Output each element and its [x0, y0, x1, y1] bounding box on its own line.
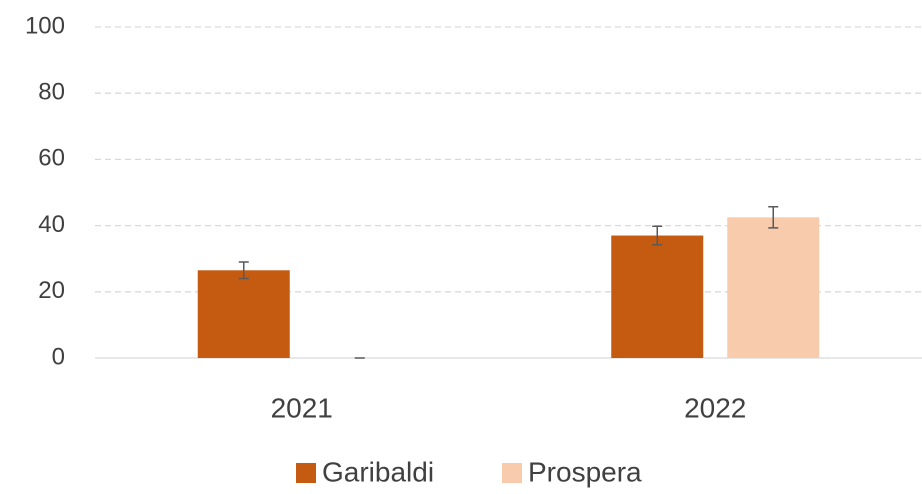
- error-bar: [652, 225, 663, 246]
- bar: [197, 270, 290, 358]
- y-tick-label: 80: [38, 79, 65, 106]
- legend-swatch: [502, 463, 522, 483]
- y-tick-label: 100: [25, 12, 65, 39]
- legend-swatch: [296, 463, 316, 483]
- y-tick-label: 20: [38, 277, 65, 304]
- error-bar: [238, 261, 249, 280]
- y-tick-label: 0: [52, 343, 65, 370]
- x-tick-label: 2022: [684, 392, 746, 423]
- y-tick-label: 40: [38, 211, 65, 238]
- legend-label: Garibaldi: [322, 456, 434, 487]
- bar: [727, 217, 820, 358]
- error-bar: [768, 205, 779, 229]
- x-tick-label: 2021: [271, 392, 333, 423]
- bar: [611, 235, 704, 358]
- y-tick-label: 60: [38, 145, 65, 172]
- legend-label: Prospera: [528, 456, 642, 487]
